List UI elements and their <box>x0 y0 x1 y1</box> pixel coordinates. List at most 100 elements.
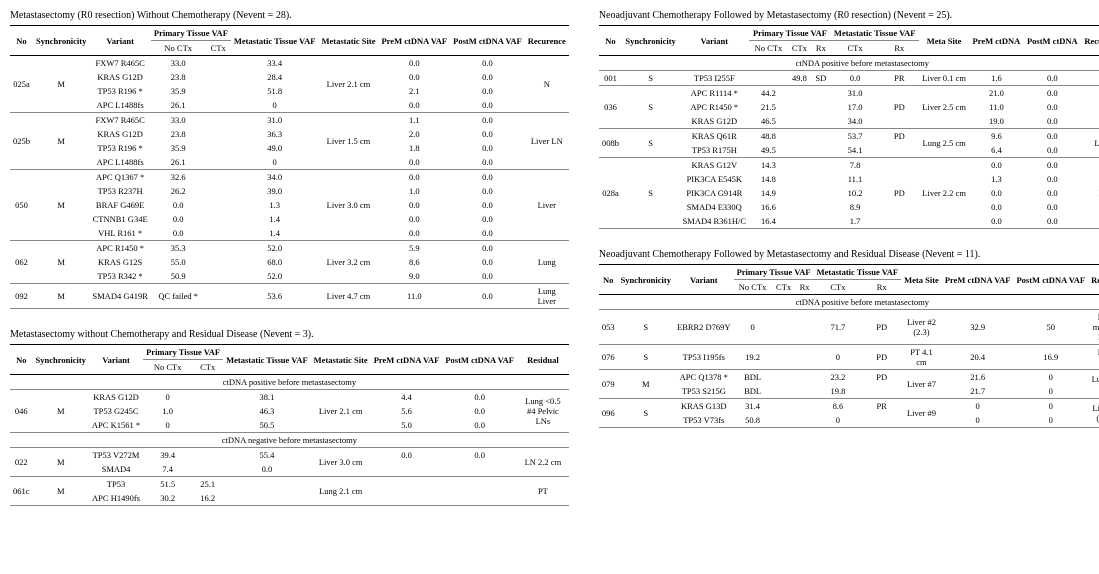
cell <box>192 462 223 477</box>
cell <box>880 86 919 101</box>
th-sync: Synchronicity <box>33 26 89 56</box>
table-row: 036SAPC R1114 *44.231.0Liver 2.5 cm21.00… <box>599 86 1099 101</box>
cell: 1.4 <box>231 226 319 241</box>
cell: 0 <box>942 413 1014 428</box>
cell <box>371 477 443 492</box>
table-row: 025aMFXW7 R465C33.033.4Liver 2.1 cm0.00.… <box>10 56 569 71</box>
cell: TP53 <box>89 477 143 492</box>
cell: 26.2 <box>151 184 206 198</box>
cell: TP53 S215G <box>674 384 734 399</box>
cell <box>811 86 830 101</box>
cell: EBRR2 D769Y <box>674 310 734 345</box>
cell: 0.0 <box>969 186 1023 200</box>
cell: 33.0 <box>151 56 206 71</box>
cell: TP53 G245C <box>89 404 143 418</box>
cell: KRAS G12D <box>89 390 143 405</box>
table-row: APC H1490fs30.216.2 <box>10 491 569 506</box>
cell: 0.0 <box>450 170 525 185</box>
th-mrx: Rx <box>862 280 901 295</box>
cell: TP53 R175H <box>679 143 749 158</box>
cell <box>880 172 919 186</box>
cell: Liver #9 <box>901 399 942 428</box>
th-mt: Metastatic Tissue VAF <box>814 265 902 280</box>
table-row: KRAS G12D23.828.40.00.0 <box>10 70 569 84</box>
table-row: SMAD47.40.0 <box>10 462 569 477</box>
cell: Lung 2.5 cm <box>919 129 969 158</box>
th-ctx: CTx <box>206 41 231 56</box>
cell: 0.0 <box>450 241 525 256</box>
cell <box>787 172 811 186</box>
cell: PR <box>862 399 901 414</box>
cell: PD <box>880 100 919 114</box>
cell: 0.0 <box>969 200 1023 214</box>
cell: 49.8 <box>787 71 811 86</box>
table-b: Neoadjuvant Chemotherapy Followed by Met… <box>599 10 1099 229</box>
cell: Huge liver <box>1088 345 1099 370</box>
cell <box>442 477 517 492</box>
cell: 16.9 <box>1013 345 1088 370</box>
cell: 0 <box>814 413 863 428</box>
cell: 025b <box>10 113 33 170</box>
cell: 26.1 <box>151 98 206 113</box>
cell: 39.0 <box>231 184 319 198</box>
table-row: 001STP53 I255F49.8SD0.0PRLiver 0.1 cm1.6… <box>599 71 1099 86</box>
cell: TP53 R342 * <box>89 269 151 284</box>
th-no: No <box>10 345 33 375</box>
cell: 0.0 <box>1024 86 1081 101</box>
cell: 0 <box>814 345 863 370</box>
cell: S <box>618 310 674 345</box>
cell: ctDNA negative before metastasectomy <box>10 433 569 448</box>
cell <box>223 477 311 492</box>
cell: PD <box>880 186 919 200</box>
th-variant: Variant <box>89 345 143 375</box>
cell: 50.9 <box>151 269 206 284</box>
cell: 21.5 <box>749 100 787 114</box>
th-rec: Recurence <box>1081 26 1099 56</box>
cell <box>787 186 811 200</box>
cell: LN 2.2 cm <box>517 448 569 477</box>
cell: 2.1 <box>378 84 450 98</box>
th-no: No <box>599 26 622 56</box>
table-row: 079MAPC Q1378 *BDL23.2PDLiver #721.60Lun… <box>599 370 1099 385</box>
th-mt: Metastatic Tissue VAF <box>830 26 919 41</box>
th-prem: PreM ctDNA VAF <box>378 26 450 56</box>
th-res: Residual <box>1088 265 1099 295</box>
cell: 0.0 <box>442 418 517 433</box>
cell <box>811 114 830 129</box>
table-row: TP53 R196 *35.949.01.80.0 <box>10 141 569 155</box>
cell: 35.9 <box>151 141 206 155</box>
cell <box>811 200 830 214</box>
cell: 0.0 <box>450 113 525 128</box>
cell: KRAS G12D <box>89 127 151 141</box>
th-pt: Primary Tissue VAF <box>151 26 231 41</box>
cell: Lung <box>525 241 569 284</box>
cell: KRAS G12D <box>89 70 151 84</box>
th-site: Metastatic Site <box>311 345 371 375</box>
cell <box>206 269 231 284</box>
cell: 23.2 <box>814 370 863 385</box>
table-row: ctNDA positive before metastasectomy <box>599 56 1099 71</box>
cell: 51.8 <box>231 84 319 98</box>
cell: 0.0 <box>450 56 525 71</box>
cell: 0.0 <box>450 198 525 212</box>
cell: PT <box>1081 158 1099 229</box>
cell: 11.0 <box>378 284 450 309</box>
th-site: Meta Site <box>901 265 942 295</box>
cell: 092 <box>10 284 33 309</box>
cell: PR <box>880 71 919 86</box>
th-no: No <box>599 265 618 295</box>
cell <box>772 413 796 428</box>
cell: Liver LN <box>525 113 569 170</box>
cell: 1.4 <box>231 212 319 226</box>
table-a-title: Metastasectomy (R0 resection) Without Ch… <box>10 10 569 21</box>
table-row: APC L1488fs26.100.00.0 <box>10 155 569 170</box>
cell: 16.4 <box>749 214 787 229</box>
table-row: TP53 V73fs50.8000 <box>599 413 1099 428</box>
cell: 076 <box>599 345 618 370</box>
table-row: 028aSKRAS G12V14.37.8Liver 2.2 cm0.00.0P… <box>599 158 1099 173</box>
cell: 14.3 <box>749 158 787 173</box>
cell: 0.0 <box>378 198 450 212</box>
cell: 26.1 <box>151 155 206 170</box>
cell: M <box>33 56 89 113</box>
cell: 0.0 <box>378 98 450 113</box>
